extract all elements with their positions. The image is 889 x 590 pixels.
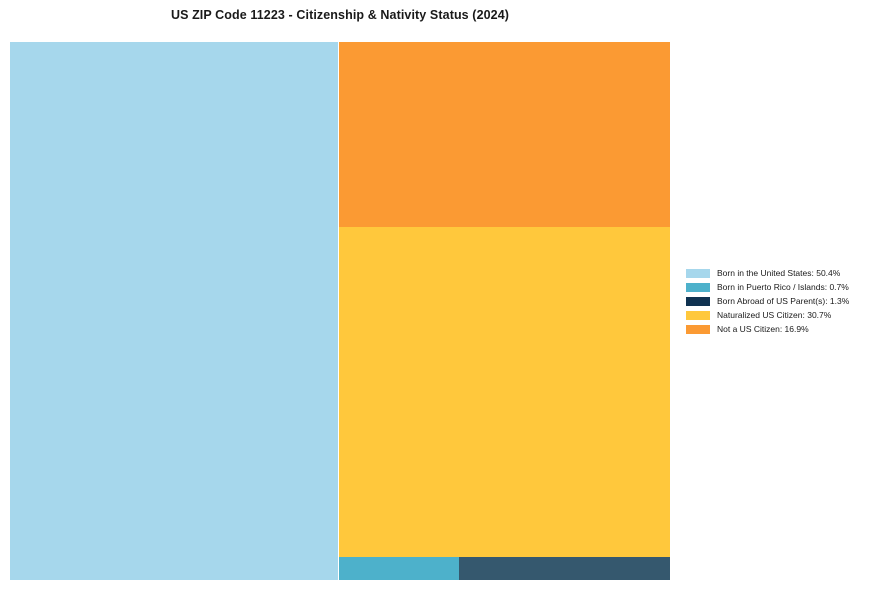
legend-item-label: Not a US Citizen: 16.9% — [717, 324, 809, 334]
legend-color-swatch — [686, 296, 710, 306]
treemap-tile[interactable] — [339, 556, 460, 580]
legend-item[interactable]: Naturalized US Citizen: 30.7% — [686, 308, 886, 322]
legend-item[interactable]: Born in the United States: 50.4% — [686, 266, 886, 280]
legend-item[interactable]: Born Abroad of US Parent(s): 1.3% — [686, 294, 886, 308]
legend-item-label: Born in the United States: 50.4% — [717, 268, 841, 278]
treemap-tile[interactable] — [10, 42, 339, 580]
legend-item-label: Born in Puerto Rico / Islands: 0.7% — [717, 282, 849, 292]
legend-item[interactable]: Not a US Citizen: 16.9% — [686, 322, 886, 336]
legend-item-label: Naturalized US Citizen: 30.7% — [717, 310, 832, 320]
chart-title: US ZIP Code 11223 - Citizenship & Nativi… — [170, 8, 510, 22]
legend-item-label: Born Abroad of US Parent(s): 1.3% — [717, 296, 850, 306]
treemap-tile[interactable] — [339, 227, 670, 557]
legend-color-swatch — [686, 268, 710, 278]
legend-color-swatch — [686, 324, 710, 334]
treemap-tile[interactable] — [459, 556, 670, 580]
legend-color-swatch — [686, 282, 710, 292]
legend-color-swatch — [686, 310, 710, 320]
legend-item[interactable]: Born in Puerto Rico / Islands: 0.7% — [686, 280, 886, 294]
treemap-plot-area — [10, 42, 670, 580]
chart-legend: Born in the United States: 50.4% Born in … — [686, 266, 886, 336]
treemap-tile[interactable] — [339, 42, 670, 228]
